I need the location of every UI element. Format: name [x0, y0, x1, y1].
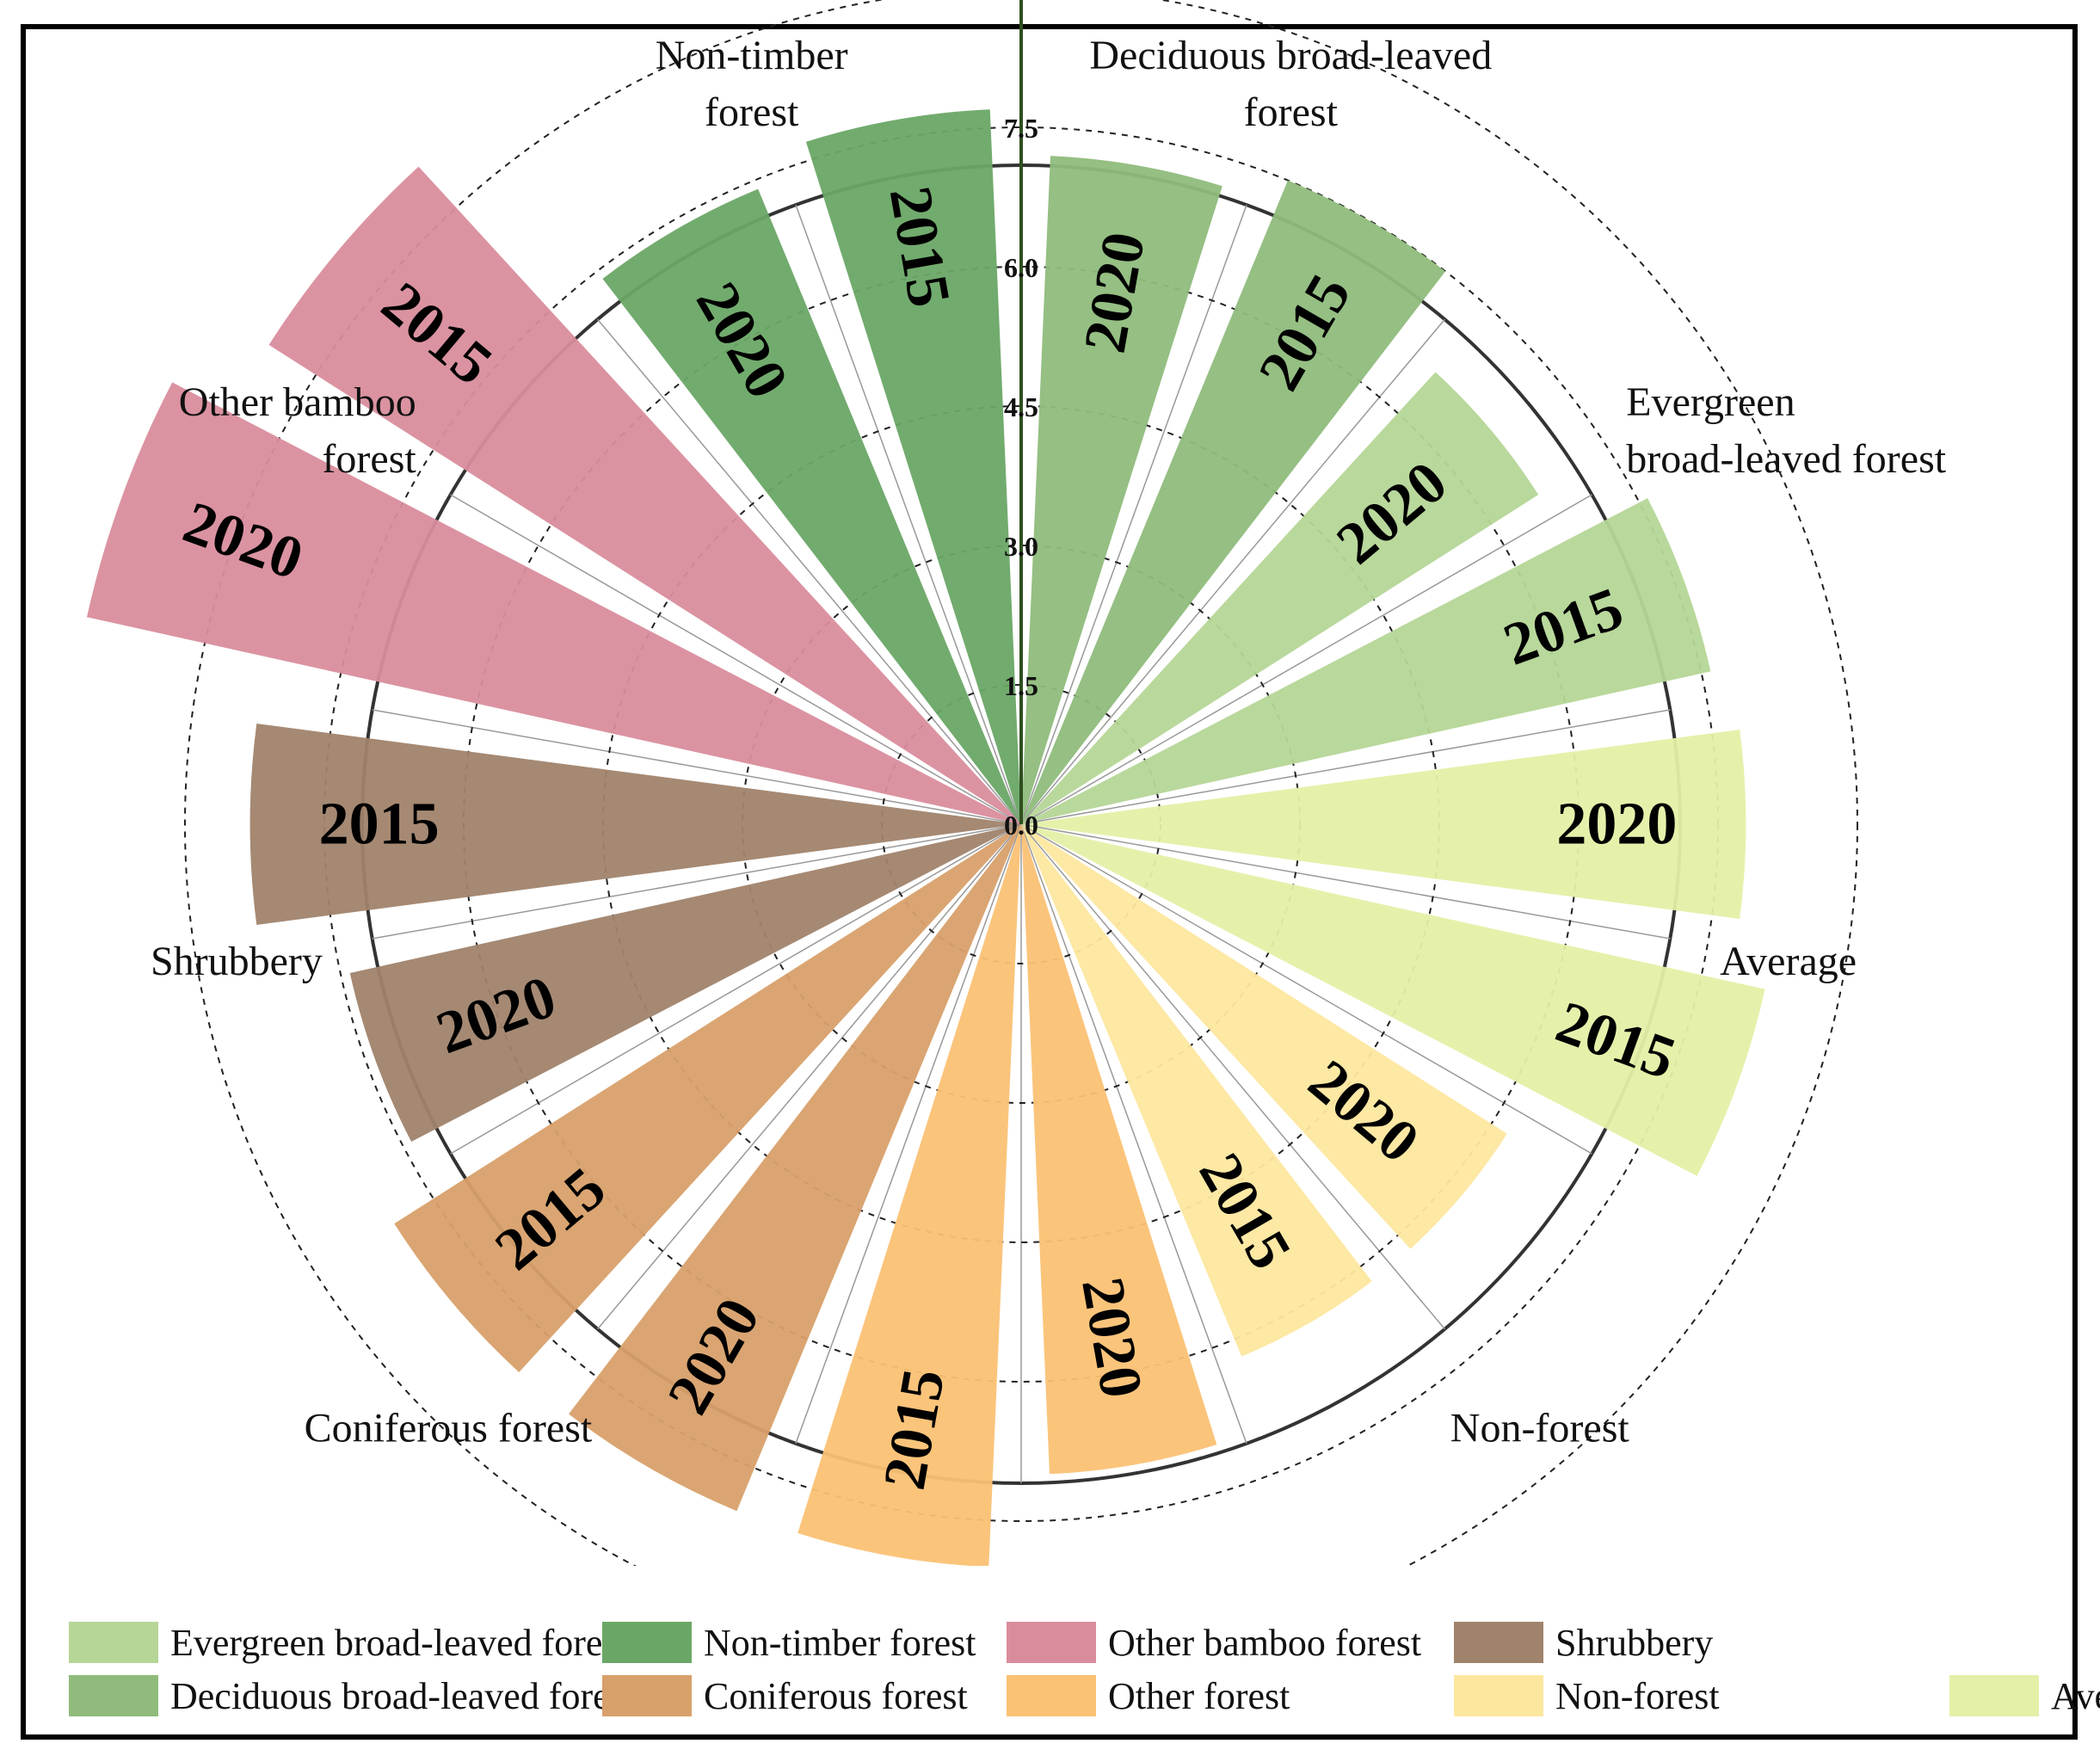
bar-shrubbery-2020	[349, 824, 1021, 1143]
bar-coniferous-forest-2015	[394, 824, 1021, 1373]
legend-swatch	[602, 1622, 692, 1663]
legend-label: Average	[2051, 1674, 2100, 1717]
radial-gridline	[1020, 204, 1247, 825]
category-label: Deciduous broad-leaved	[1089, 33, 1492, 78]
legend-swatch	[1454, 1622, 1543, 1663]
bar-non-forest-2020	[1021, 824, 1507, 1249]
bar-evergreen-broad-leaved-forest-2015	[1021, 497, 1711, 824]
legend-item: Other bamboo forest	[1007, 1616, 1454, 1669]
legend-label: Other bamboo forest	[1108, 1621, 1422, 1664]
radial-gridline	[1020, 823, 1592, 1155]
radial-gridline	[597, 318, 1022, 825]
legend-swatch	[1454, 1675, 1543, 1716]
legend: Evergreen broad-leaved forest Non-timber …	[69, 1616, 2100, 1728]
radial-gridline	[372, 709, 1022, 825]
tick-label: 9.0	[1004, 0, 1038, 4]
radial-gridline	[1020, 494, 1592, 825]
category-label: forest	[322, 436, 416, 482]
legend-item: Coniferous forest	[602, 1669, 1007, 1722]
legend-label: Shrubbery	[1555, 1621, 1714, 1664]
bar-average-2020	[1021, 730, 1746, 919]
tick-label: 7.5	[1004, 113, 1038, 144]
category-label: Non-timber	[656, 33, 848, 78]
category-label: forest	[705, 89, 799, 135]
radial-gridline	[597, 823, 1022, 1330]
legend-item: Other forest	[1007, 1669, 1454, 1722]
category-label: forest	[1244, 89, 1339, 135]
tick-label: 3.0	[1004, 531, 1038, 562]
legend-swatch	[69, 1675, 158, 1716]
category-label: Non-forest	[1450, 1406, 1630, 1451]
legend-item: Average	[1949, 1669, 2100, 1722]
legend-item: Evergreen broad-leaved forest	[69, 1616, 628, 1669]
category-label: Shrubbery	[151, 939, 323, 984]
bar-average-2015	[1021, 824, 1765, 1176]
legend-item: Deciduous broad-leaved forest	[69, 1669, 635, 1722]
legend-swatch	[1007, 1622, 1096, 1663]
polar-bar-chart: 0.01.53.04.56.07.59.010.5（m/y）2020201520…	[86, 0, 1947, 1566]
radial-gridline	[795, 823, 1022, 1445]
tick-label: 6.0	[1004, 252, 1038, 283]
bar-evergreen-broad-leaved-forest-2020	[1021, 372, 1539, 824]
category-label: Other bamboo	[179, 379, 416, 425]
year-label: 2020	[1556, 792, 1677, 858]
radial-gridline	[795, 204, 1022, 825]
category-label: Coniferous forest	[305, 1406, 593, 1451]
bar-other-bamboo-forest-2015	[268, 166, 1021, 825]
legend-label: Non-forest	[1555, 1674, 1720, 1717]
gridline-circle	[184, 0, 1858, 1566]
category-label: Evergreen	[1626, 379, 1795, 425]
tick-label: 1.5	[1004, 670, 1038, 701]
legend-label: Deciduous broad-leaved forest	[170, 1674, 636, 1717]
radial-gridline	[1020, 709, 1671, 825]
radial-gridline	[1020, 823, 1445, 1330]
radial-gridline	[372, 823, 1022, 940]
bar-coniferous-forest-2020	[569, 824, 1021, 1512]
tick-label: 0.0	[1004, 810, 1038, 841]
bar-deciduous-broad-leaved-forest-2020	[1021, 156, 1222, 824]
legend-item: Shrubbery	[1454, 1616, 2005, 1669]
radial-gridline	[1020, 823, 1247, 1445]
legend-swatch	[69, 1622, 158, 1663]
radial-gridline	[1020, 823, 1671, 940]
tick-label: 4.5	[1004, 391, 1038, 422]
legend-item: Non-forest	[1454, 1669, 2005, 1722]
legend-swatch	[1949, 1675, 2039, 1716]
radial-gridline	[450, 494, 1022, 825]
bar-other-bamboo-forest-2020	[86, 382, 1022, 824]
category-label: Average	[1720, 939, 1857, 984]
legend-label: Coniferous forest	[704, 1674, 968, 1717]
bar-non-forest-2015	[1021, 824, 1372, 1357]
bar-non-timber-forest-2015	[805, 109, 1021, 824]
legend-swatch	[1007, 1675, 1096, 1716]
bar-other-forest-2015	[798, 824, 1021, 1566]
bar-deciduous-broad-leaved-forest-2015	[1021, 180, 1446, 824]
category-label: broad-leaved forest	[1626, 436, 1946, 482]
legend-item: Non-timber forest	[602, 1616, 1007, 1669]
legend-label: Evergreen broad-leaved forest	[170, 1621, 628, 1664]
bar-shrubbery-2015	[249, 723, 1022, 926]
legend-swatch	[602, 1675, 692, 1716]
year-label: 2015	[319, 792, 440, 858]
legend-label: Non-timber forest	[704, 1621, 976, 1664]
radial-gridline	[1020, 318, 1445, 825]
radial-gridline	[450, 823, 1022, 1155]
legend-label: Other forest	[1108, 1674, 1290, 1717]
bar-other-forest-2020	[1021, 824, 1217, 1475]
bar-non-timber-forest-2020	[602, 188, 1021, 824]
